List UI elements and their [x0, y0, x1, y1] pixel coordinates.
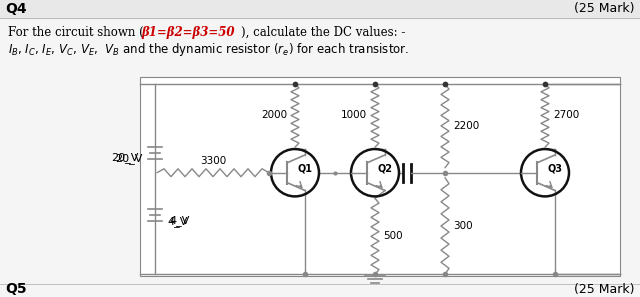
Text: (25 Mark): (25 Mark)	[575, 2, 635, 15]
Text: (25 Mark): (25 Mark)	[575, 283, 635, 296]
Text: 4_V: 4_V	[169, 215, 189, 225]
Text: 2700: 2700	[553, 110, 579, 121]
Text: 500: 500	[383, 231, 403, 241]
Text: 2000: 2000	[261, 110, 287, 121]
Text: Q3: Q3	[547, 164, 562, 174]
Text: Q2: Q2	[377, 164, 392, 174]
Bar	[0, 0, 640, 18]
Bar	[140, 77, 620, 276]
Text: ), calculate the DC values: -: ), calculate the DC values: -	[241, 26, 405, 39]
Text: 4_V: 4_V	[167, 216, 188, 227]
Text: $I_B$, $I_C$, $I_E$, $V_C$, $V_E$,  $V_B$ and the dynamic resistor ($r_e$) for e: $I_B$, $I_C$, $I_E$, $V_C$, $V_E$, $V_B$…	[8, 40, 409, 58]
Text: Q1: Q1	[297, 164, 312, 174]
Text: Q5: Q5	[5, 282, 27, 296]
Text: β1=β2=β3=50: β1=β2=β3=50	[141, 26, 234, 39]
Text: 3300: 3300	[200, 156, 226, 166]
Text: For the circuit shown (: For the circuit shown (	[8, 26, 144, 39]
Text: 300: 300	[453, 221, 472, 231]
Text: 20_V: 20_V	[111, 152, 139, 163]
Text: Q4: Q4	[5, 2, 27, 16]
Text: 2200: 2200	[453, 121, 479, 131]
Text: 1000: 1000	[341, 110, 367, 121]
Text: 20_V: 20_V	[116, 154, 143, 164]
